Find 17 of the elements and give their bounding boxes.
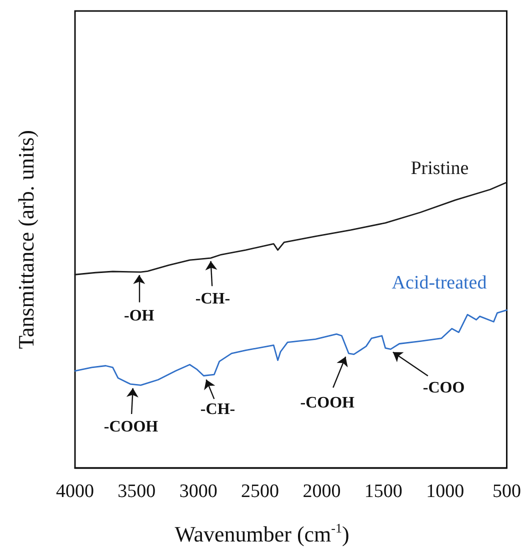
annotation: -CH- — [195, 290, 230, 308]
annotation: -OH — [124, 308, 155, 325]
x-tick-label: 500 — [492, 481, 521, 502]
x-tick-label: 3000 — [179, 481, 218, 502]
annotation: -CH- — [200, 401, 236, 418]
x-tick-label: 1000 — [426, 481, 464, 502]
x-tick-label: 2000 — [302, 481, 341, 502]
annotation: -COOH — [104, 418, 159, 436]
x-tick-label: 3500 — [118, 481, 156, 502]
annotation: -COOH — [300, 394, 356, 412]
x-tick-label: 4000 — [56, 481, 94, 502]
series-label: Acid-treated — [392, 272, 488, 294]
y-axis-title: Tansmittance (arb. units) — [14, 130, 38, 350]
x-tick-label: 2500 — [241, 481, 280, 502]
series-label: Pristine — [410, 158, 469, 179]
x-tick-label: 1500 — [364, 481, 402, 502]
annotation: -COO — [422, 380, 465, 397]
